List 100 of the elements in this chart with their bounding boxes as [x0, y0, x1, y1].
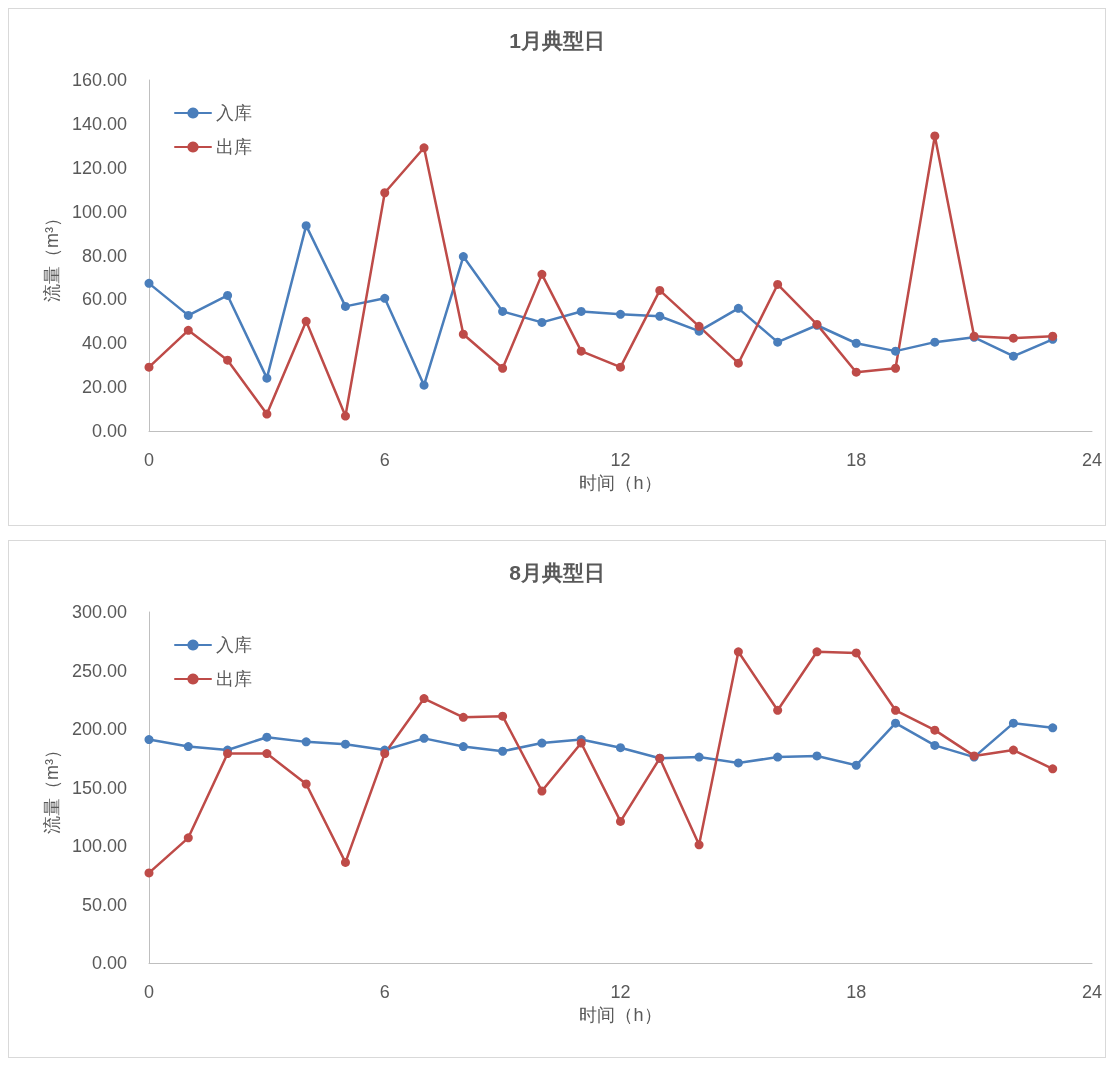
point: [1008, 718, 1018, 728]
x-tick-label: 6: [379, 982, 390, 1002]
chart-title: 1月典型日: [509, 29, 605, 52]
point: [851, 338, 861, 348]
point: [223, 749, 233, 759]
x-tick-label: 0: [143, 450, 155, 470]
point: [262, 373, 272, 383]
point: [1048, 723, 1058, 733]
point: [498, 363, 508, 373]
y-tick-label: 100.00: [71, 836, 127, 856]
point: [812, 751, 822, 761]
y-tick-label: 120.00: [71, 157, 127, 178]
point: [183, 310, 193, 320]
point: [223, 355, 233, 365]
x-tick-label: 18: [846, 982, 867, 1002]
point: [183, 742, 193, 752]
point: [419, 380, 429, 390]
point: [183, 325, 193, 335]
point: [1008, 351, 1018, 361]
point: [458, 252, 468, 262]
point: [773, 279, 783, 289]
point: [616, 309, 625, 319]
point: [694, 321, 704, 331]
point: [301, 221, 311, 231]
point: [380, 293, 390, 303]
point: [891, 363, 901, 373]
point: [616, 362, 625, 372]
point: [773, 705, 783, 715]
point: [262, 409, 272, 419]
point: [930, 725, 940, 735]
point: [773, 752, 783, 762]
y-tick-label: 80.00: [81, 245, 127, 266]
point: [340, 301, 350, 311]
point: [930, 740, 940, 750]
point: [340, 411, 350, 421]
point: [498, 711, 508, 721]
point: [655, 285, 665, 295]
point: [419, 143, 429, 153]
point: [616, 816, 625, 826]
point: [498, 746, 508, 756]
y-axis-title: 流量（m³）: [42, 741, 63, 834]
point: [733, 647, 743, 657]
y-axis-title: 流量（m³）: [42, 209, 63, 302]
y-tick-label: 300.00: [71, 602, 127, 622]
x-tick-label: 6: [379, 450, 390, 470]
point: [851, 367, 861, 377]
point: [380, 188, 390, 198]
y-tick-label: 140.00: [71, 113, 127, 134]
y-tick-label: 160.00: [71, 70, 127, 90]
point: [891, 718, 901, 728]
point: [851, 760, 861, 770]
legend-label: 出库: [216, 669, 252, 689]
y-tick-label: 150.00: [71, 777, 127, 798]
point: [458, 712, 468, 722]
point: [1008, 333, 1018, 343]
x-tick-label: 24: [1081, 982, 1102, 1002]
x-tick-label: 12: [610, 450, 631, 470]
chart-title: 8月典型日: [509, 561, 605, 584]
point: [537, 786, 547, 796]
x-tick-label: 0: [143, 982, 155, 1002]
point: [498, 306, 508, 316]
point: [655, 311, 665, 321]
point: [930, 131, 940, 141]
x-tick-label: 18: [846, 450, 867, 470]
point: [340, 739, 350, 749]
y-tick-label: 40.00: [81, 333, 127, 354]
point: [891, 346, 901, 356]
point: [733, 358, 743, 368]
point: [1048, 764, 1058, 774]
y-tick-label: 60.00: [81, 289, 127, 310]
point: [144, 735, 154, 745]
point: [930, 337, 940, 347]
point: [262, 732, 272, 742]
point: [733, 303, 743, 313]
point: [891, 705, 901, 715]
point: [301, 779, 311, 789]
point: [144, 868, 154, 878]
point: [694, 840, 704, 850]
point: [262, 749, 272, 759]
point: [301, 316, 311, 326]
point: [537, 738, 547, 748]
x-tick-label: 12: [610, 982, 631, 1002]
y-tick-label: 20.00: [81, 377, 127, 398]
point: [537, 269, 547, 279]
point: [733, 758, 743, 768]
point: [851, 648, 861, 658]
point: [144, 362, 154, 372]
x-tick-label: 24: [1081, 450, 1102, 470]
point: [576, 306, 586, 316]
legend-label: 出库: [216, 137, 252, 157]
y-tick-label: 0.00: [91, 953, 127, 973]
y-tick-label: 200.00: [71, 719, 127, 739]
point: [144, 278, 154, 288]
y-tick-label: 50.00: [81, 894, 127, 915]
point: [183, 833, 193, 843]
point: [694, 752, 704, 762]
point: [537, 317, 547, 327]
point: [458, 742, 468, 752]
point: [419, 733, 429, 743]
point: [812, 647, 822, 657]
